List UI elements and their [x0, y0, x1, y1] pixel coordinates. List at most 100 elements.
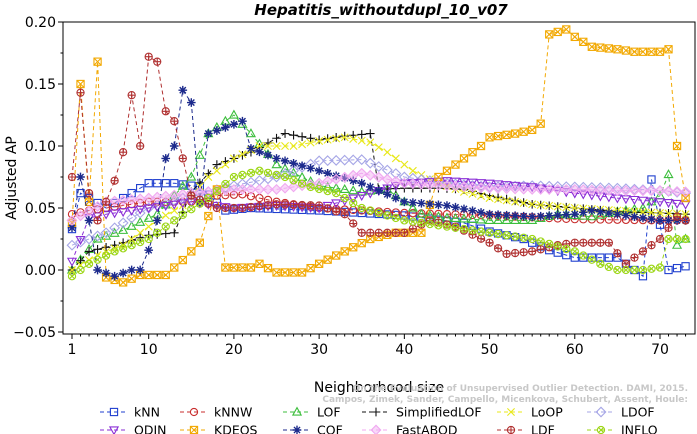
legend-swatch-marker — [291, 406, 303, 416]
series-inflo — [67, 166, 690, 281]
data-point — [238, 263, 247, 272]
data-point — [391, 193, 401, 203]
data-point — [459, 224, 469, 234]
data-point — [663, 199, 674, 209]
data-point — [518, 214, 529, 225]
data-point — [383, 211, 392, 220]
data-point — [236, 183, 248, 195]
data-point — [272, 200, 281, 209]
legend-label: SimplifiedLOF — [396, 405, 482, 420]
data-point — [510, 211, 520, 221]
data-point — [519, 127, 528, 136]
data-point — [526, 183, 538, 195]
data-point — [467, 179, 478, 191]
data-point — [280, 268, 290, 277]
data-point — [118, 148, 128, 157]
data-point — [450, 178, 461, 190]
data-point — [134, 207, 146, 219]
data-point — [467, 213, 478, 224]
legend-item-ldf: LDF — [497, 423, 555, 434]
series-fastabod — [66, 167, 692, 226]
data-point — [204, 211, 213, 221]
data-point — [288, 165, 300, 177]
data-point — [126, 212, 138, 224]
data-point — [493, 229, 503, 239]
data-point — [476, 208, 486, 217]
data-point — [67, 172, 77, 182]
data-point — [238, 116, 247, 126]
data-point — [357, 178, 367, 188]
data-point — [331, 199, 342, 209]
data-point — [134, 193, 146, 205]
data-point — [398, 177, 410, 189]
data-point — [502, 196, 511, 205]
data-point — [655, 47, 665, 56]
data-point — [620, 183, 632, 195]
data-point — [664, 265, 673, 275]
data-point — [681, 262, 690, 271]
legend-swatch-marker — [506, 425, 516, 434]
data-point — [170, 179, 179, 188]
data-point — [579, 238, 588, 247]
data-point — [417, 198, 426, 208]
x-tick-label: 20 — [225, 342, 243, 358]
data-point — [544, 185, 555, 195]
data-point — [144, 234, 153, 244]
data-point — [415, 178, 427, 190]
data-point — [347, 169, 359, 181]
data-point — [528, 200, 537, 209]
data-point — [271, 159, 282, 169]
x-tick-label: 10 — [140, 342, 158, 358]
data-point — [178, 255, 187, 265]
data-point — [578, 210, 589, 220]
data-point — [331, 182, 342, 192]
data-point — [560, 181, 572, 193]
x-tick-label: 60 — [566, 342, 584, 358]
data-point — [118, 208, 129, 218]
data-point — [348, 130, 358, 140]
data-point — [647, 175, 656, 184]
data-point — [255, 166, 264, 175]
data-point — [280, 129, 290, 138]
data-point — [349, 198, 358, 208]
data-point — [153, 179, 162, 188]
data-point — [306, 182, 315, 192]
axes-layer: 1 10 20 30 40 50 60 70 −0.05 0.00 0.05 0.10 0.15 0.20 — [13, 15, 687, 358]
y-tick-label: 0.05 — [25, 201, 56, 217]
data-point — [654, 198, 666, 208]
data-point — [306, 263, 315, 273]
data-point — [654, 185, 666, 197]
data-point — [212, 166, 221, 175]
data-point — [587, 42, 596, 51]
data-point — [391, 213, 400, 223]
data-point — [340, 131, 350, 141]
data-point — [238, 190, 247, 199]
data-point — [381, 173, 393, 185]
data-point — [76, 172, 85, 182]
data-point — [638, 213, 648, 223]
data-point — [66, 257, 78, 267]
data-point — [264, 142, 272, 150]
data-point — [289, 268, 298, 277]
data-point — [408, 209, 418, 218]
data-point — [536, 211, 546, 221]
data-point — [604, 208, 614, 218]
data-point — [613, 209, 622, 219]
data-point — [169, 228, 179, 238]
data-point — [93, 265, 102, 275]
data-point — [127, 265, 136, 275]
data-point — [628, 183, 640, 195]
data-point — [219, 184, 231, 196]
data-point — [76, 188, 85, 198]
data-point — [545, 30, 554, 39]
data-point — [177, 199, 188, 209]
data-point — [135, 265, 145, 275]
data-point — [485, 238, 494, 247]
data-point — [221, 263, 230, 272]
data-point — [391, 154, 400, 163]
data-point — [630, 212, 639, 221]
data-point — [613, 265, 622, 275]
legend-label: kNN — [134, 405, 160, 420]
data-point — [408, 166, 417, 175]
data-point — [502, 231, 511, 240]
